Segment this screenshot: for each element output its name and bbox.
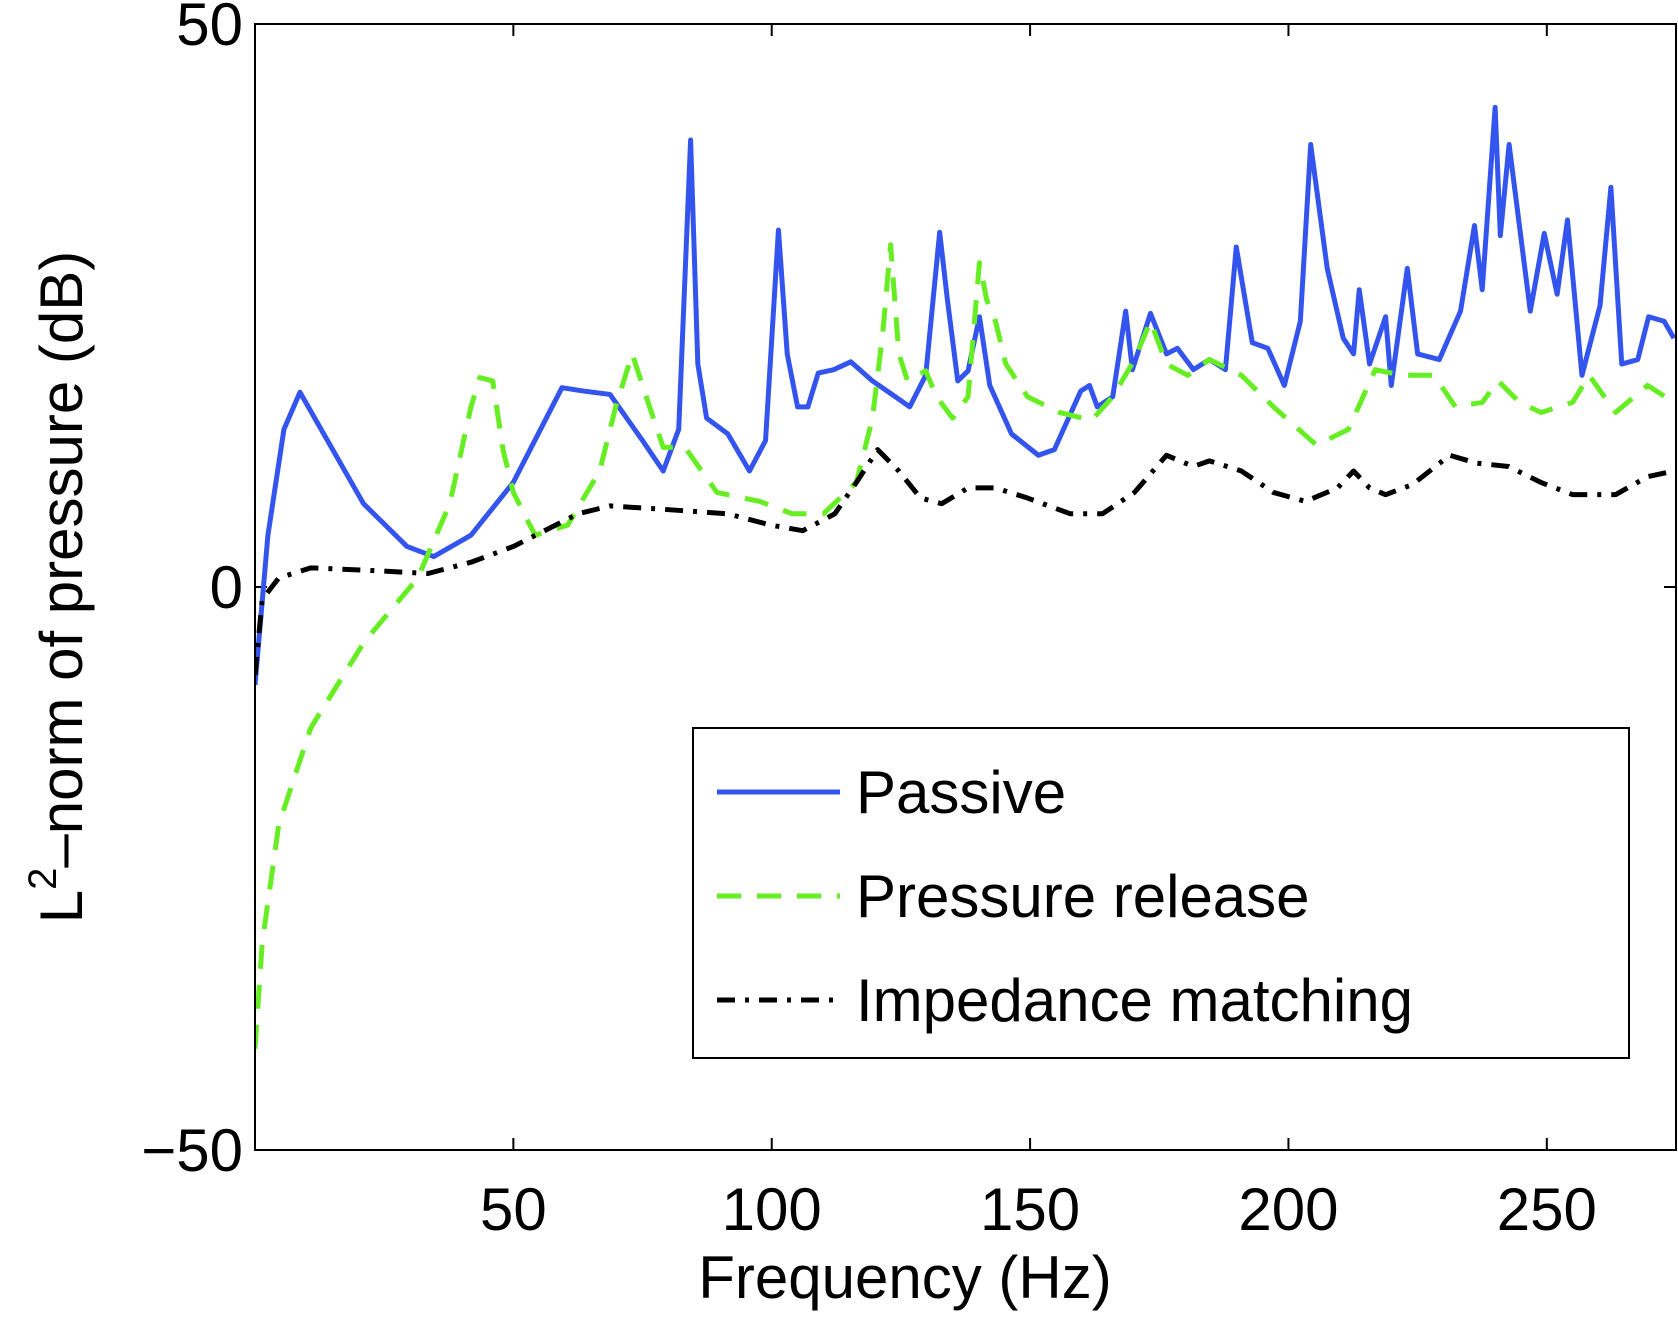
y-axis-label-rest: –norm of pressure (dB): [28, 251, 95, 868]
series-line: [255, 447, 1675, 676]
legend-label: Passive: [856, 759, 1066, 826]
x-tick-label: 50: [480, 1176, 547, 1243]
x-axis-label: Frequency (Hz): [698, 1244, 1111, 1311]
y-tick-label: 0: [210, 554, 243, 621]
x-tick-label: 100: [722, 1176, 822, 1243]
series-line: [255, 104, 1676, 686]
legend-box: [692, 727, 1630, 1059]
y-tick-label: −50: [141, 1117, 243, 1184]
series-line: [255, 242, 1676, 1049]
y-axis-label-base: L: [28, 890, 95, 923]
y-axis-label: L2–norm of pressure (dB): [21, 251, 95, 924]
legend-label: Pressure release: [856, 863, 1310, 930]
x-tick-label: 150: [980, 1176, 1080, 1243]
x-tick-label: 250: [1497, 1176, 1597, 1243]
legend-label: Impedance matching: [856, 967, 1413, 1034]
plot-frame: [254, 23, 1677, 1151]
y-tick-label: 50: [176, 0, 243, 58]
x-tick-label: 200: [1238, 1176, 1338, 1243]
y-axis-label-sup: 2: [21, 868, 65, 890]
